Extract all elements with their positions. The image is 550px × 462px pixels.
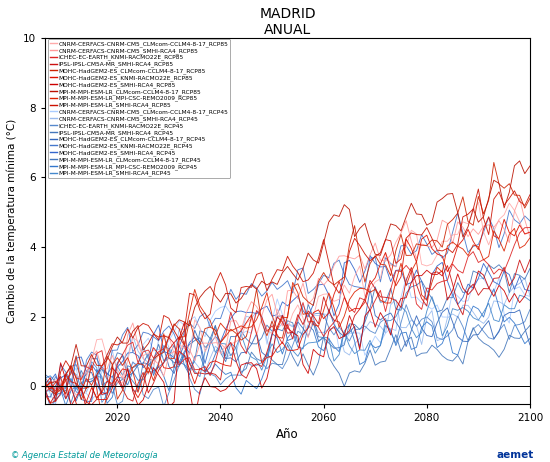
Title: MADRID
ANUAL: MADRID ANUAL xyxy=(259,7,316,37)
X-axis label: Año: Año xyxy=(276,428,299,441)
Text: aemet: aemet xyxy=(496,450,534,460)
Y-axis label: Cambio de la temperatura mínima (°C): Cambio de la temperatura mínima (°C) xyxy=(7,119,18,323)
Legend: CNRM-CERFACS-CNRM-CM5_CLMcom-CCLM4-8-17_RCP85, CNRM-CERFACS-CNRM-CM5_SMHI-RCA4_R: CNRM-CERFACS-CNRM-CM5_CLMcom-CCLM4-8-17_… xyxy=(48,39,230,178)
Text: © Agencia Estatal de Meteorología: © Agencia Estatal de Meteorología xyxy=(11,451,158,460)
